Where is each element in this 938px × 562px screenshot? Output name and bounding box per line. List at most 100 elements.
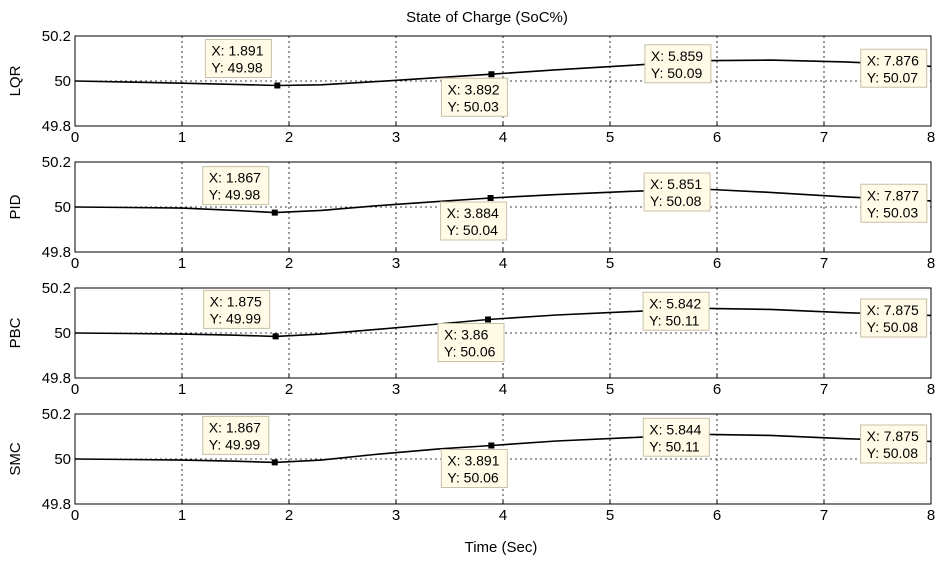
datatip-box: [440, 449, 508, 488]
x-tick-label: 4: [499, 507, 507, 524]
datatip-marker[interactable]: [485, 316, 492, 323]
datatip-y-text: Y: 50.11: [649, 438, 700, 454]
datatip-y-text: Y: 50.03: [447, 98, 499, 114]
datatip-box: [860, 424, 928, 464]
x-tick-label: 8: [927, 255, 935, 272]
y-axis-label: PID: [7, 194, 24, 219]
datatip-x-text: X: 1.891: [211, 43, 263, 59]
datatip-marker[interactable]: [271, 209, 278, 216]
y-tick-label: 49.8: [42, 496, 71, 513]
series-line-pbc: [74, 307, 932, 338]
datatip-y-text: Y: 49.98: [211, 60, 263, 76]
x-tick-label: 0: [71, 129, 79, 146]
datatip-box: [204, 39, 272, 78]
x-tick-label: 6: [713, 255, 721, 272]
datatip-box: [643, 172, 711, 212]
datatip-y-text: Y: 50.08: [867, 319, 919, 335]
datatip-marker[interactable]: [488, 71, 495, 78]
datatip-x-text: X: 5.842: [649, 295, 701, 311]
x-tick-label: 7: [820, 507, 828, 524]
datatip-y-text: Y: 50.04: [447, 222, 499, 238]
datatip-x-text: X: 1.875: [210, 293, 262, 309]
y-tick-label: 50.2: [42, 280, 71, 297]
datatip-marker[interactable]: [272, 333, 279, 340]
x-tick-label: 1: [178, 129, 186, 146]
datatip-x-text: X: 3.884: [447, 205, 499, 221]
y-tick-label: 50: [54, 73, 71, 90]
datatip-marker[interactable]: [487, 195, 494, 201]
y-tick-label: 50: [54, 199, 71, 216]
chart-title: State of Charge (SoC%): [406, 9, 568, 26]
datatip-box: [203, 289, 271, 329]
datatip-box: [642, 417, 710, 457]
x-tick-label: 6: [713, 129, 721, 146]
x-tick-label: 6: [713, 381, 721, 398]
datatip-x-text: X: 3.892: [447, 81, 499, 97]
datatip-y-text: Y: 50.11: [649, 312, 700, 328]
datatip-y-text: Y: 49.98: [209, 187, 261, 203]
x-tick-label: 3: [392, 507, 400, 524]
x-tick-label: 2: [285, 255, 293, 272]
x-tick-label: 3: [392, 381, 400, 398]
x-tick-label: 4: [499, 129, 507, 146]
datatip-y-text: Y: 50.06: [444, 344, 496, 360]
x-tick-label: 2: [285, 381, 293, 398]
datatip-box: [440, 201, 508, 241]
x-tick-label: 2: [285, 507, 293, 524]
datatip-marker[interactable]: [488, 442, 495, 449]
x-tick-label: 5: [606, 507, 614, 524]
y-tick-label: 50.2: [42, 28, 71, 45]
x-axis-label: Time (Sec): [465, 539, 538, 556]
series-line-pid: [74, 188, 932, 214]
series-line-lqr: [74, 59, 932, 87]
y-axis-label: SMC: [7, 442, 24, 476]
datatip-x-text: X: 7.877: [867, 187, 919, 203]
y-tick-label: 50.2: [42, 154, 71, 171]
datatip-y-text: Y: 50.08: [650, 193, 702, 209]
x-tick-label: 1: [178, 381, 186, 398]
datatip-x-text: X: 5.859: [651, 48, 703, 64]
datatip-box: [642, 291, 710, 331]
x-tick-label: 5: [606, 255, 614, 272]
datatip-box: [440, 77, 508, 117]
x-tick-label: 1: [178, 507, 186, 524]
x-tick-label: 3: [392, 129, 400, 146]
y-tick-label: 49.8: [42, 118, 71, 135]
x-tick-label: 7: [820, 381, 828, 398]
y-tick-label: 49.8: [42, 244, 71, 261]
datatip-y-text: Y: 49.99: [209, 436, 261, 452]
datatip-box: [644, 44, 712, 84]
datatip-marker[interactable]: [274, 82, 281, 89]
datatip-x-text: X: 1.867: [209, 170, 261, 186]
y-tick-label: 50: [54, 325, 71, 342]
x-tick-label: 2: [285, 129, 293, 146]
datatip-y-text: Y: 50.08: [867, 445, 919, 461]
datatip[interactable]: X: 3.86Y: 50.06: [437, 316, 505, 362]
datatip-x-text: X: 5.851: [650, 176, 702, 192]
x-tick-label: 5: [606, 129, 614, 146]
x-tick-label: 4: [499, 381, 507, 398]
datatip-marker[interactable]: [271, 459, 278, 466]
x-tick-label: 6: [713, 507, 721, 524]
x-tick-label: 8: [927, 129, 935, 146]
datatip-box: [860, 183, 928, 223]
y-tick-label: 50.2: [42, 406, 71, 423]
